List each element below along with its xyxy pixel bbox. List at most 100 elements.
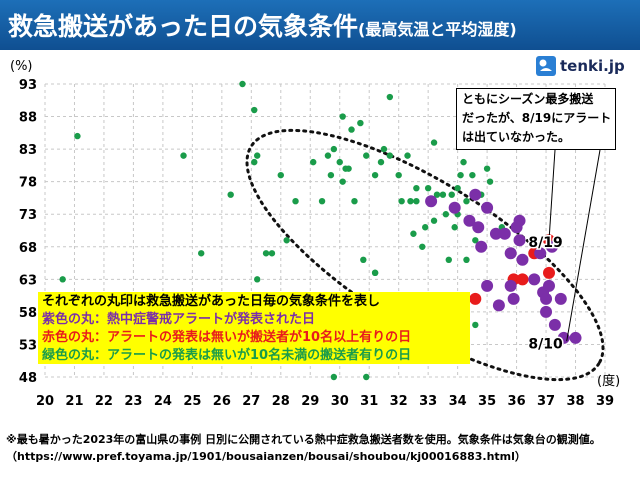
leader-line-819 (548, 149, 556, 241)
x-tick-label: 33 (419, 394, 437, 409)
data-point-green (283, 237, 290, 244)
data-point-green (469, 171, 476, 179)
x-tick-label: 24 (154, 394, 172, 409)
data-point-green (339, 178, 346, 185)
data-point-purple (492, 299, 505, 312)
legend-purple: 紫色の丸：熱中症警戒アラートが発表された日 (42, 312, 316, 327)
data-point-purple (425, 195, 438, 208)
data-point-green (351, 198, 358, 205)
x-tick-label: 39 (596, 394, 614, 409)
data-point-purple (548, 318, 561, 331)
data-point-green (430, 139, 438, 146)
data-point-purple (504, 247, 517, 260)
x-tick-label: 29 (301, 394, 319, 409)
data-point-green (254, 152, 261, 159)
data-point-red (516, 273, 529, 286)
data-point-green (180, 152, 187, 159)
x-tick-label: 21 (65, 394, 83, 409)
x-tick-label: 32 (390, 394, 408, 409)
data-point-green (410, 230, 417, 237)
data-point-green (348, 126, 355, 133)
data-point-green (442, 211, 450, 218)
data-point-green (330, 145, 338, 153)
title-main: 救急搬送があった日の気象条件 (8, 12, 359, 41)
data-point-green (277, 171, 284, 179)
annotation-label: 8/19 (528, 235, 562, 251)
data-point-green (251, 158, 258, 166)
y-tick-label: 93 (19, 78, 37, 93)
data-point-green (371, 171, 379, 179)
y-axis-label: (%) (10, 59, 33, 74)
data-point-green (377, 158, 385, 166)
data-point-green (486, 178, 494, 185)
y-tick-label: 53 (19, 338, 37, 353)
data-point-green (424, 184, 432, 192)
legend-box: それぞれの丸印は救急搬送があった日毎の気象条件を表し 紫色の丸：熱中症警戒アラー… (38, 292, 470, 364)
data-point-green (472, 237, 479, 244)
x-tick-label: 35 (478, 394, 496, 409)
data-point-purple (507, 292, 520, 305)
y-tick-label: 83 (19, 143, 37, 158)
data-point-purple (534, 247, 547, 260)
data-point-purple (513, 214, 526, 227)
y-tick-label: 73 (19, 208, 37, 223)
data-point-green (413, 184, 420, 192)
data-point-purple (528, 273, 541, 286)
footnote: ※最も暑かった2023年の富山県の事例 日別に公開されている熱中症救急搬送者数を… (6, 433, 601, 463)
data-point-green (268, 250, 276, 257)
data-point-purple (569, 331, 582, 344)
data-point-green (74, 132, 81, 140)
data-point-purple (540, 292, 553, 305)
data-point-green (336, 158, 343, 166)
x-tick-label: 38 (566, 394, 584, 409)
data-point-green (386, 152, 394, 159)
data-point-purple (516, 253, 529, 266)
data-point-purple (472, 221, 485, 234)
data-point-green (483, 165, 491, 172)
data-point-green (463, 256, 470, 263)
x-tick-label: 37 (537, 394, 555, 409)
data-point-green (357, 119, 364, 127)
callout-line3: は出ていなかった。 (462, 130, 571, 144)
logo-text: tenki.jp (560, 57, 625, 75)
data-point-green (380, 145, 388, 153)
data-point-purple (463, 214, 476, 227)
data-point-green (463, 198, 470, 205)
data-point-green (310, 158, 317, 166)
data-point-green (472, 321, 479, 329)
data-point-purple (554, 292, 567, 305)
x-tick-label: 34 (449, 394, 467, 409)
data-point-green (439, 191, 447, 198)
legend-red: 赤色の丸：アラートの発表は無いが搬送者が10名以上有りの日 (42, 330, 412, 345)
y-tick-label: 88 (19, 111, 37, 126)
data-point-green (404, 152, 411, 159)
data-point-green (292, 198, 299, 205)
y-tick-label: 58 (19, 306, 37, 321)
x-tick-label: 36 (508, 394, 526, 409)
data-point-purple (545, 240, 558, 253)
callout-line1: ともにシーズン最多搬送 (462, 92, 594, 106)
y-tick-label: 68 (19, 241, 37, 256)
data-point-green (460, 158, 467, 166)
data-point-purple (481, 279, 494, 292)
x-tick-label: 28 (272, 394, 290, 409)
tenki-logo-icon (536, 56, 556, 76)
data-point-green (330, 373, 338, 381)
x-tick-label: 20 (36, 394, 54, 409)
x-axis-label: (度) (597, 373, 620, 389)
y-tick-label: 63 (19, 273, 37, 288)
data-point-green (345, 165, 352, 172)
callout-line2: だったが、8/19にアラート (462, 111, 612, 125)
data-point-purple (475, 240, 488, 253)
tenki-logo: tenki.jp (536, 56, 625, 76)
data-point-green (386, 93, 394, 101)
legend-header: それぞれの丸印は救急搬送があった日毎の気象条件を表し (42, 294, 381, 309)
x-tick-label: 23 (124, 394, 142, 409)
title-sub: (最高気温と平均湿度) (358, 20, 517, 39)
data-point-purple (481, 201, 494, 214)
x-tick-label: 22 (95, 394, 113, 409)
y-tick-label: 48 (19, 371, 37, 386)
data-point-green (339, 113, 346, 120)
data-point-green (198, 250, 205, 257)
data-point-purple (504, 279, 517, 292)
